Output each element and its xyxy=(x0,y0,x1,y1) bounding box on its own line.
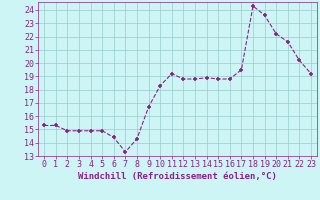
X-axis label: Windchill (Refroidissement éolien,°C): Windchill (Refroidissement éolien,°C) xyxy=(78,172,277,181)
